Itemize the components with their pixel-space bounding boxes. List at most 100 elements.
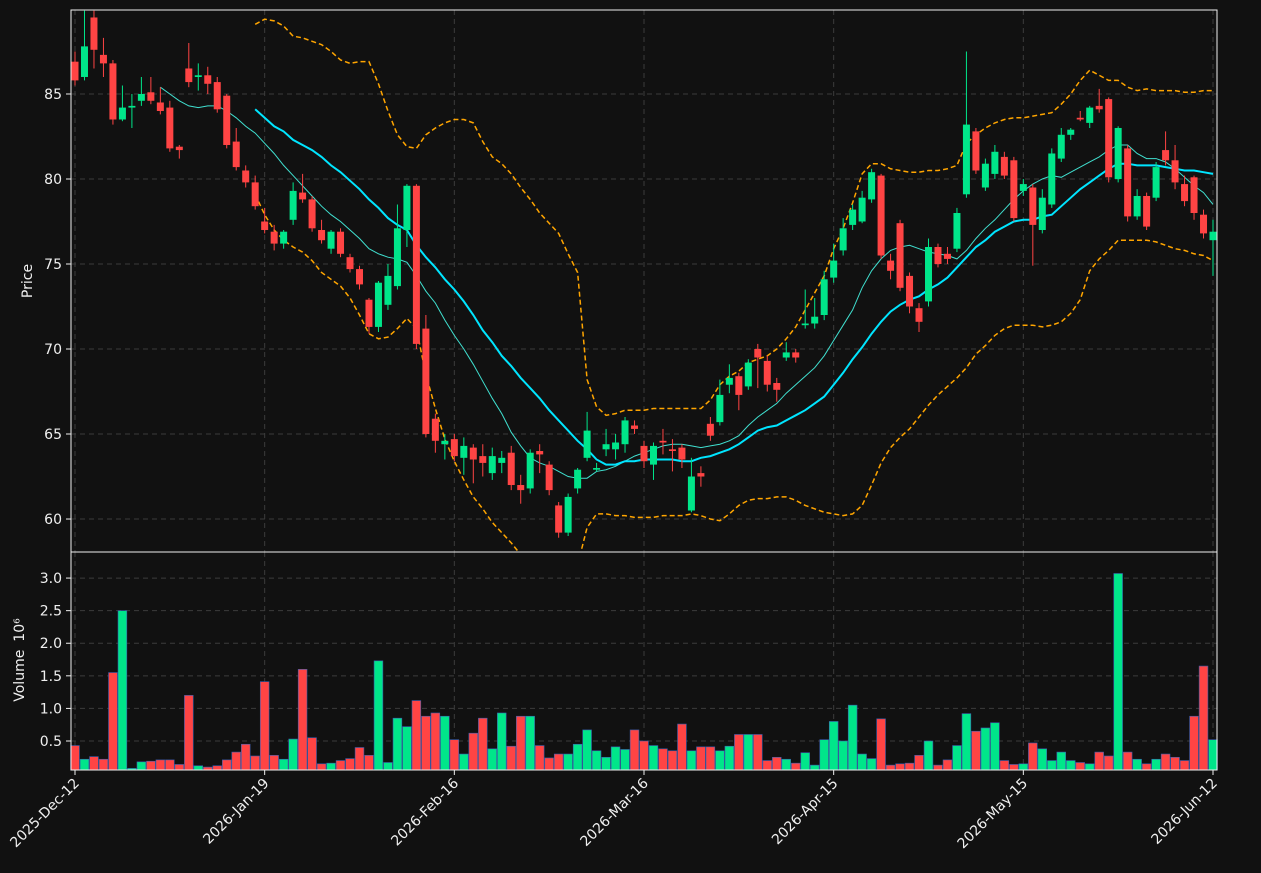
volume-bar xyxy=(1132,758,1142,771)
volume-bar xyxy=(468,732,478,771)
volume-bar xyxy=(904,762,915,771)
candle-body xyxy=(213,82,221,110)
candle-body xyxy=(574,469,582,489)
candle-body xyxy=(564,496,572,533)
candle-body xyxy=(849,209,857,225)
volume-bar xyxy=(1208,739,1218,771)
volume-bar xyxy=(1103,755,1114,771)
candle-body xyxy=(602,444,610,450)
candle-body xyxy=(242,170,250,183)
volume-bar xyxy=(98,758,109,771)
volume-bar xyxy=(961,713,972,771)
candle-body xyxy=(887,260,895,271)
candle-body xyxy=(1048,153,1056,205)
candle-body xyxy=(175,146,183,151)
volume-bar xyxy=(601,756,611,771)
volume-bar xyxy=(259,681,270,771)
candle-body xyxy=(270,231,278,244)
candle-body xyxy=(251,182,259,207)
volume-bar xyxy=(620,749,630,771)
candle-body xyxy=(469,447,477,460)
candle-body xyxy=(1067,129,1075,135)
candle-body xyxy=(1010,160,1018,219)
candle-body xyxy=(830,260,838,278)
candle-body xyxy=(1000,156,1008,176)
y-tick-label: 2.0 xyxy=(40,636,62,652)
volume-bar xyxy=(165,759,175,771)
candle-body xyxy=(393,228,401,287)
volume-bar xyxy=(1170,756,1180,771)
volume-bar xyxy=(316,763,327,771)
candle-body xyxy=(356,269,363,285)
y-tick-label: 60 xyxy=(44,512,62,528)
candle-body xyxy=(156,102,164,111)
candle-body xyxy=(792,352,800,358)
volume-bar xyxy=(117,610,128,771)
volume-bar xyxy=(497,712,507,771)
volume-bar xyxy=(231,751,241,771)
volume-bar xyxy=(70,745,80,771)
volume-bar xyxy=(705,746,716,771)
volume-bar xyxy=(146,760,156,771)
volume-bar xyxy=(772,756,782,771)
volume-bar xyxy=(572,743,583,771)
volume-bar xyxy=(686,750,697,771)
candle-body xyxy=(422,328,430,435)
volume-bar xyxy=(487,748,497,771)
candle-body xyxy=(337,231,345,254)
candle-body xyxy=(384,275,392,305)
candle-body xyxy=(536,451,544,455)
y-tick-label: 65 xyxy=(44,427,62,443)
candle-body xyxy=(185,68,193,83)
indicator-line xyxy=(254,18,1213,417)
candle-body xyxy=(1190,177,1198,213)
candle-body xyxy=(374,282,382,327)
volume-bar xyxy=(828,721,839,771)
candle-body xyxy=(71,61,79,81)
volume-bar xyxy=(1028,742,1038,771)
volume-bar xyxy=(1075,762,1085,771)
candle-body xyxy=(953,212,961,249)
y-tick-label: 1.0 xyxy=(40,701,62,717)
candle-body xyxy=(640,445,648,462)
volume-bar xyxy=(1009,764,1019,771)
volume-bar xyxy=(762,760,772,771)
volume-bar xyxy=(155,759,166,771)
volume-bar xyxy=(914,755,924,771)
candle-body xyxy=(754,349,762,358)
candle-body xyxy=(498,457,506,463)
candle-body xyxy=(1181,184,1189,202)
candle-body xyxy=(1171,160,1179,183)
candle-body xyxy=(1152,167,1160,198)
volume-bar xyxy=(421,715,431,771)
candle-body xyxy=(488,456,496,474)
candle-body xyxy=(962,124,970,195)
volume-bar xyxy=(307,737,317,771)
volume-bar xyxy=(876,718,886,771)
volume-bar xyxy=(1141,763,1152,771)
candle-body xyxy=(431,418,439,441)
volume-bar xyxy=(506,745,516,771)
volume-bar xyxy=(753,734,763,771)
volume-bar xyxy=(1094,751,1104,771)
candle-body xyxy=(517,485,525,491)
candle-body xyxy=(90,17,98,50)
y-axis-label: Price xyxy=(20,264,36,298)
candle-body xyxy=(631,425,639,429)
candle-body xyxy=(1057,134,1065,159)
volume-bar xyxy=(1085,763,1095,771)
candle-body xyxy=(232,141,240,168)
volume-exponent: 10⁶ xyxy=(12,618,28,642)
candle-body xyxy=(118,107,126,120)
candle-body xyxy=(194,75,202,77)
volume-bar xyxy=(1122,751,1133,771)
volume-bar xyxy=(942,759,953,771)
volume-bar xyxy=(1113,573,1123,771)
volume-bar xyxy=(516,715,526,771)
candle-body xyxy=(1209,231,1217,241)
candle-body xyxy=(204,75,212,84)
candle-body xyxy=(801,323,809,326)
candle-body xyxy=(896,223,904,288)
candle-body xyxy=(223,95,231,145)
y-tick-label: 0.5 xyxy=(40,734,62,750)
